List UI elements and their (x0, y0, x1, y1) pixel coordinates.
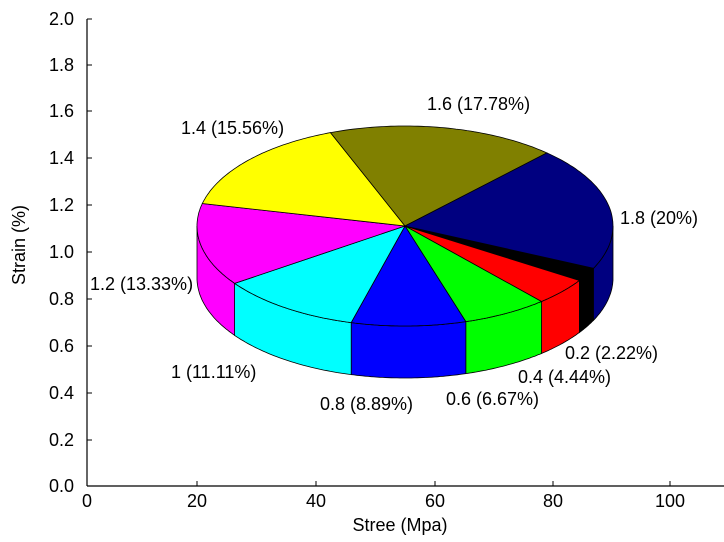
pie-slice (403, 152, 614, 269)
pie-slice (233, 225, 406, 324)
slice-label: 1.2 (13.33%) (90, 274, 193, 294)
pie-slice-side (350, 321, 467, 379)
slice-label: 0.4 (4.44%) (518, 367, 611, 387)
y-tick-label: 2.0 (49, 9, 74, 29)
x-tick-label: 80 (543, 491, 563, 511)
pie-slice (350, 225, 467, 327)
y-tick-label: 1.0 (49, 242, 74, 262)
y-tick-label: 0.6 (49, 336, 74, 356)
axes: 0.0 0.2 0.4 0.6 0.8 1.0 1.2 1.4 1.6 1.8 2.0 0 20 40 60… (49, 9, 724, 511)
pie-slice (329, 125, 548, 227)
slice-label: 1.4 (15.56%) (181, 118, 284, 138)
x-tick-label: 100 (655, 491, 685, 511)
pie-slice (201, 132, 406, 227)
pie-slice (196, 203, 406, 284)
y-tick-label: 0.0 (49, 476, 74, 496)
slice-labels: 0.2 (2.22%) 0.4 (4.44%)0.6 (6.67%) 0.8 (8.… (90, 94, 698, 414)
y-tick-label: 1.8 (49, 55, 74, 75)
slice-label: 1.8 (20%) (620, 208, 698, 228)
pie-slice (404, 225, 595, 281)
slice-label: 0.2 (2.22%) (565, 343, 658, 363)
x-tick-label: 40 (306, 491, 326, 511)
y-tick-label: 1.6 (49, 101, 74, 121)
slice-label: 0.8 (8.89%) (320, 394, 413, 414)
y-tick-label: 0.2 (49, 430, 74, 450)
y-axis-label: Strain (%) (9, 205, 29, 285)
x-tick-label: 60 (425, 491, 445, 511)
x-tick-label: 0 (82, 491, 92, 511)
slice-label: 0.6 (6.67%) (446, 389, 539, 409)
y-tick-label: 1.2 (49, 195, 74, 215)
x-tick-label: 20 (187, 491, 207, 511)
y-tick-label: 0.4 (49, 383, 74, 403)
slice-label: 1 (11.11%) (171, 362, 256, 382)
slice-label: 1.6 (17.78%) (427, 94, 530, 114)
pie-slice (404, 225, 543, 323)
pie-3d (196, 125, 614, 379)
x-axis-label: Stree (Mpa) (352, 515, 447, 535)
pie-slice (404, 225, 581, 302)
y-tick-label: 1.4 (49, 148, 74, 168)
y-tick-label: 0.8 (49, 289, 74, 309)
